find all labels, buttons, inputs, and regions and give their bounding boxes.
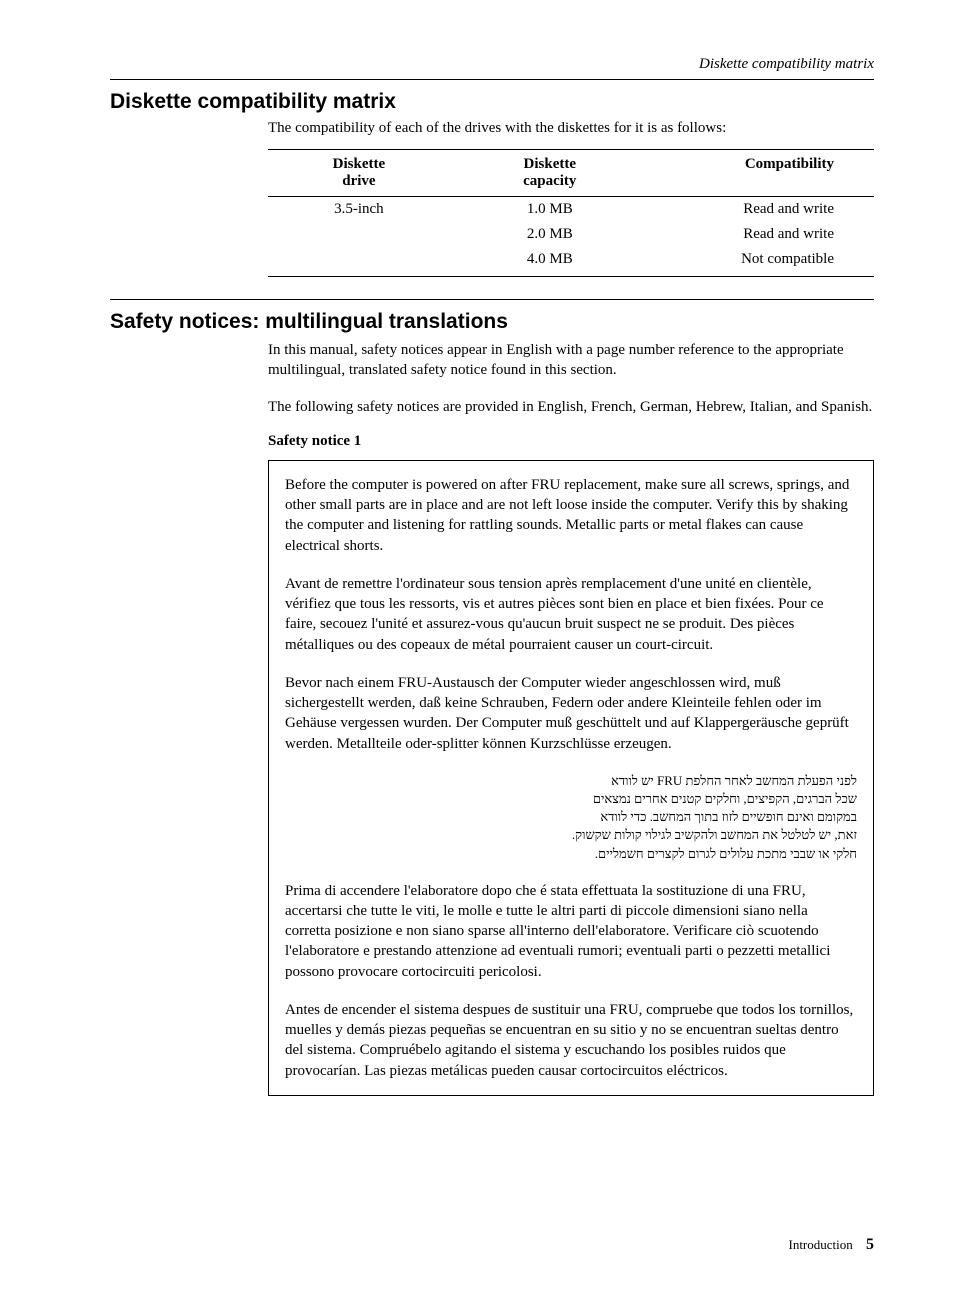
cell-capacity: 2.0 MB xyxy=(450,222,650,247)
page: Diskette compatibility matrix Diskette c… xyxy=(0,0,954,1294)
th-comp-l1: Compatibility xyxy=(745,156,834,172)
notice-de: Bevor nach einem FRU-Austausch der Compu… xyxy=(285,673,857,754)
section1-intro: The compatibility of each of the drives … xyxy=(268,120,874,137)
table-row: 3.5-inch 1.0 MB Read and write xyxy=(268,197,874,223)
cell-drive xyxy=(268,222,450,247)
th-cap-l2: capacity xyxy=(523,173,576,189)
th-compatibility: Compatibility xyxy=(650,150,874,197)
table-row: 2.0 MB Read and write xyxy=(268,222,874,247)
th-drive-l2: drive xyxy=(342,173,375,189)
notice-fr: Avant de remettre l'ordinateur sous tens… xyxy=(285,574,857,655)
diskette-table: Diskette drive Diskette capacity Compati… xyxy=(268,149,874,277)
cell-drive: 3.5-inch xyxy=(268,197,450,223)
cell-capacity: 1.0 MB xyxy=(450,197,650,223)
cell-compat: Read and write xyxy=(650,197,874,223)
safety-notice-box: Before the computer is powered on after … xyxy=(268,460,874,1096)
cell-drive xyxy=(268,247,450,277)
notice-it: Prima di accendere l'elaboratore dopo ch… xyxy=(285,881,857,982)
section2-body: In this manual, safety notices appear in… xyxy=(268,340,874,450)
page-footer: Introduction 5 xyxy=(110,1236,874,1254)
section-rule xyxy=(110,299,874,300)
cell-capacity: 4.0 MB xyxy=(450,247,650,277)
footer-page-number: 5 xyxy=(866,1236,874,1253)
section-title-diskette: Diskette compatibility matrix xyxy=(110,90,874,114)
cell-compat: Read and write xyxy=(650,222,874,247)
notice-en: Before the computer is powered on after … xyxy=(285,475,857,556)
top-rule xyxy=(110,79,874,80)
th-cap-l1: Diskette xyxy=(524,156,577,172)
cell-compat: Not compatible xyxy=(650,247,874,277)
section-title-safety: Safety notices: multilingual translation… xyxy=(110,310,874,334)
running-header: Diskette compatibility matrix xyxy=(110,56,874,73)
notice-he: לפני הפעלת המחשב לאחר החלפת FRU יש לוודא… xyxy=(285,772,857,863)
safety-notice-label: Safety notice 1 xyxy=(268,433,874,450)
notice-es: Antes de encender el sistema despues de … xyxy=(285,1000,857,1081)
th-drive: Diskette drive xyxy=(268,150,450,197)
section1-body: The compatibility of each of the drives … xyxy=(268,120,874,277)
footer-label: Introduction xyxy=(788,1237,852,1252)
table-row: 4.0 MB Not compatible xyxy=(268,247,874,277)
safety-para2: The following safety notices are provide… xyxy=(268,397,874,417)
th-drive-l1: Diskette xyxy=(333,156,386,172)
safety-para1: In this manual, safety notices appear in… xyxy=(268,340,874,381)
th-capacity: Diskette capacity xyxy=(450,150,650,197)
table-header-row: Diskette drive Diskette capacity Compati… xyxy=(268,150,874,197)
